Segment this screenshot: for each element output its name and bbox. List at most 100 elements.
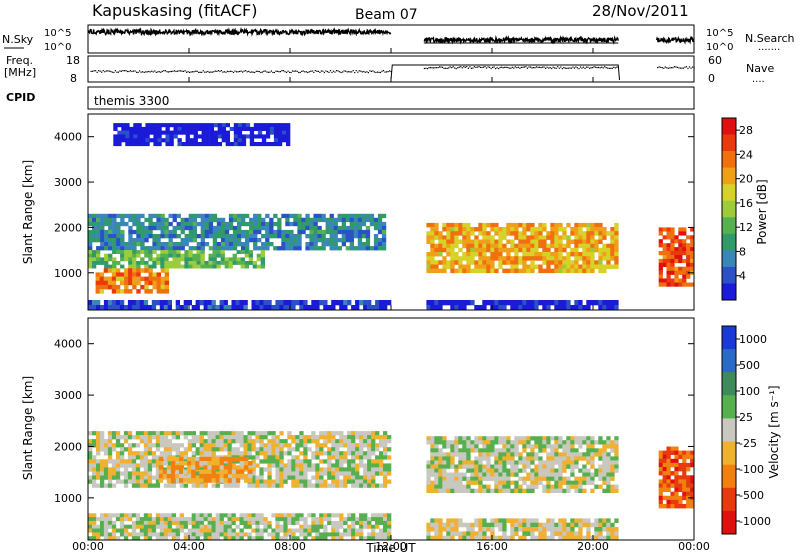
heatmap-cell: [502, 243, 507, 249]
freq-point: [355, 70, 357, 72]
heatmap-cell: [550, 518, 555, 523]
heatmap-cell: [248, 253, 253, 258]
heatmap-cell: [610, 231, 615, 236]
heatmap-cell: [92, 467, 97, 472]
heatmap-cell: [295, 300, 300, 306]
heatmap-cell: [327, 459, 332, 464]
heatmap-cell: [277, 134, 283, 139]
heatmap-cell: [554, 268, 559, 274]
heatmap-cell: [148, 234, 153, 239]
noise-panel: N.Sky 10^5 10^0 10^5 10^0 N.Search .....…: [2, 24, 795, 54]
heatmap-cell: [201, 142, 206, 147]
heatmap-cell: [510, 260, 515, 265]
cpid-program: themis 3300: [94, 94, 169, 108]
heatmap-cell: [335, 471, 340, 476]
heatmap-cell: [227, 439, 232, 444]
heatmap-cell: [614, 460, 619, 465]
heatmap-cell: [686, 450, 691, 455]
heatmap-cell: [247, 467, 252, 472]
heatmap-cell: [239, 443, 244, 448]
heatmap-cell: [188, 213, 193, 219]
heatmap-cell: [430, 264, 435, 269]
heatmap-cell: [161, 138, 166, 143]
heatmap-cell: [367, 517, 372, 522]
heatmap-cell: [131, 532, 137, 537]
freq-point: [142, 71, 144, 73]
heatmap-cell: [375, 435, 380, 440]
heatmap-cell: [188, 253, 193, 258]
heatmap-cell: [586, 227, 591, 232]
heatmap-cell: [494, 535, 499, 541]
heatmap-cell: [88, 217, 93, 223]
heatmap-cell: [132, 268, 137, 273]
heatmap-cell: [285, 246, 290, 251]
heatmap-cell: [307, 447, 312, 452]
heatmap-cell: [674, 270, 679, 275]
heatmap-cell: [438, 531, 443, 536]
heatmap-cell: [185, 142, 190, 147]
heatmap-cell: [355, 443, 360, 448]
heatmap-cell: [184, 238, 189, 243]
heatmap-cell: [458, 448, 463, 453]
heatmap-cell: [598, 448, 603, 453]
heatmap-cell: [442, 268, 447, 274]
heatmap-cell: [546, 518, 551, 523]
heatmap-cell: [357, 221, 363, 227]
colorbar-swatch: [722, 349, 736, 373]
heatmap-cell: [151, 455, 157, 460]
heatmap-cell: [247, 431, 252, 436]
heatmap-cell: [450, 480, 455, 485]
heatmap-cell: [263, 455, 268, 460]
heatmap-cell: [203, 439, 208, 444]
heatmap-cell: [241, 217, 246, 223]
heatmap-cell: [199, 435, 204, 440]
heatmap-cell: [538, 235, 543, 240]
heatmap-cell: [115, 300, 121, 306]
heatmap-cell: [179, 483, 184, 488]
heatmap-cell: [144, 229, 149, 235]
heatmap-cell: [377, 238, 383, 243]
freq-point: [172, 70, 174, 72]
ytick-label: 4000: [54, 338, 82, 351]
heatmap-cell: [111, 520, 117, 525]
heatmap-cell: [530, 460, 535, 465]
heatmap-cell: [670, 450, 675, 455]
heatmap-cell: [526, 247, 531, 253]
freq-point: [384, 71, 386, 73]
heatmap-cell: [271, 443, 276, 448]
heatmap-cell: [510, 305, 515, 311]
freq-point: [425, 67, 427, 69]
heatmap-cell: [207, 473, 212, 479]
heatmap-cell: [498, 440, 503, 445]
heatmap-cell: [165, 138, 170, 143]
heatmap-cell: [343, 520, 348, 525]
heatmap-cell: [125, 142, 130, 147]
heatmap-cell: [251, 431, 256, 436]
freq-point: [675, 66, 677, 68]
heatmap-cell: [558, 252, 563, 257]
heatmap-cell: [135, 435, 141, 440]
heatmap-cell: [113, 138, 118, 143]
freq-point: [445, 67, 447, 69]
heatmap-cell: [196, 264, 201, 269]
heatmap-cell: [566, 239, 571, 244]
heatmap-cell: [216, 234, 222, 239]
heatmap-cell: [157, 142, 162, 147]
heatmap-cell: [219, 532, 224, 537]
heatmap-cell: [299, 479, 304, 484]
heatmap-cell: [164, 280, 170, 286]
heatmap-cell: [120, 217, 125, 223]
heatmap-cell: [554, 227, 559, 232]
heatmap-cell: [530, 436, 535, 441]
heatmap-cell: [179, 456, 184, 462]
heatmap-cell: [243, 305, 248, 311]
heatmap-cell: [682, 239, 687, 244]
heatmap-cell: [371, 479, 376, 484]
heatmap-cell: [534, 252, 539, 257]
heatmap-cell: [207, 465, 212, 470]
heatmap-cell: [367, 524, 372, 529]
heatmap-cell: [282, 130, 287, 135]
heatmap-cell: [197, 126, 202, 131]
heatmap-cell: [351, 532, 356, 537]
heatmap-cell: [594, 518, 599, 523]
